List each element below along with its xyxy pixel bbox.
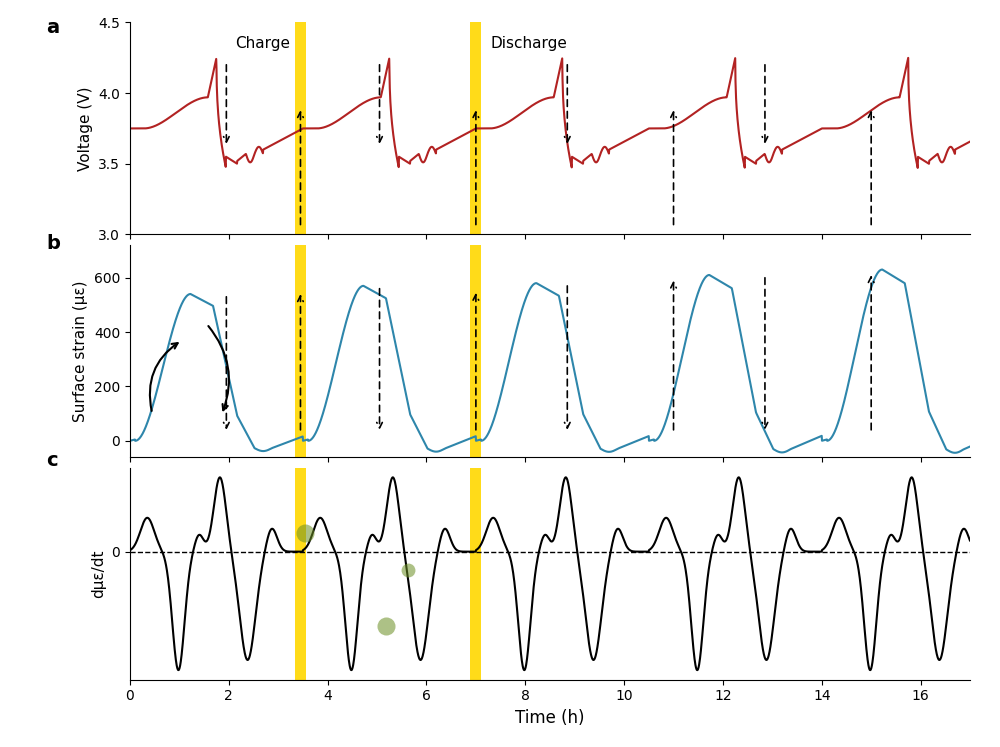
Y-axis label: Surface strain (με): Surface strain (με) — [73, 280, 88, 422]
Text: Discharge: Discharge — [491, 36, 568, 51]
Y-axis label: Voltage (V): Voltage (V) — [78, 86, 93, 170]
Y-axis label: dμε/dt: dμε/dt — [91, 550, 106, 598]
Text: Charge: Charge — [236, 36, 291, 51]
Text: c: c — [46, 450, 58, 470]
Bar — [470, 245, 481, 457]
Text: b: b — [46, 235, 60, 253]
Bar — [295, 245, 306, 457]
Bar — [470, 22, 481, 235]
Bar — [295, 468, 306, 680]
X-axis label: Time (h): Time (h) — [515, 709, 585, 727]
Bar — [295, 22, 306, 235]
Text: a: a — [46, 18, 59, 37]
Bar — [470, 468, 481, 680]
